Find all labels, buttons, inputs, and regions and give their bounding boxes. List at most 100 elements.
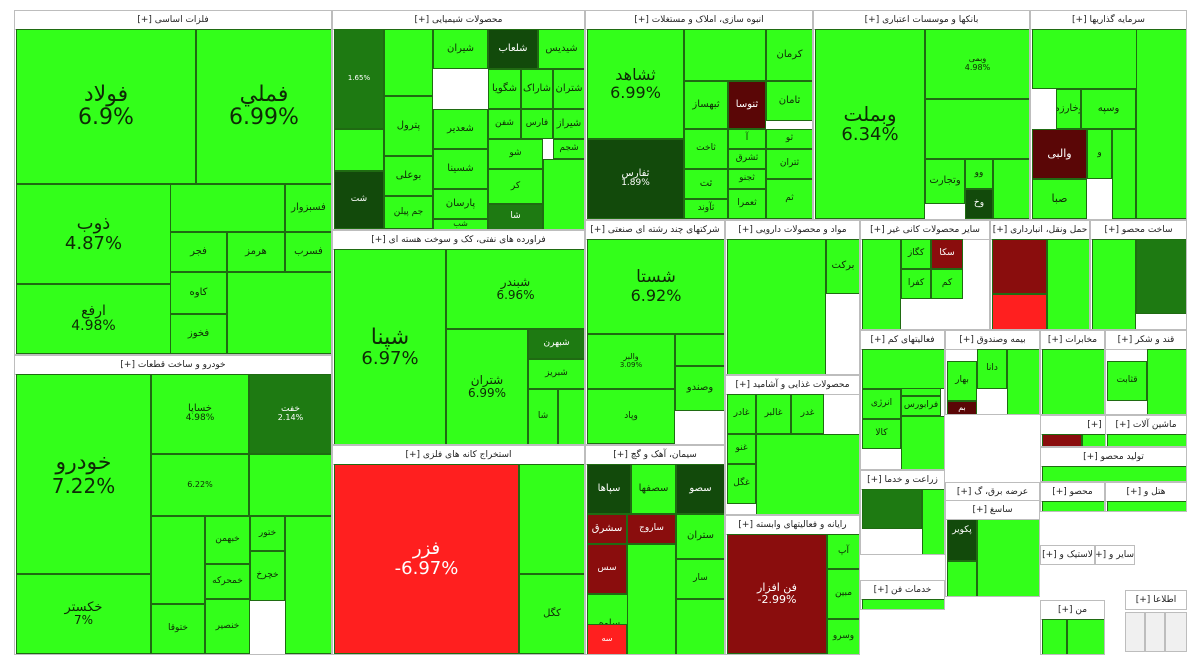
stock-tile[interactable]: سصفها: [631, 464, 676, 514]
small-tile[interactable]: [1042, 349, 1104, 414]
stock-tile[interactable]: فملي 6.99%: [196, 29, 331, 184]
small-tile[interactable]: [862, 599, 944, 609]
small-tile[interactable]: [151, 516, 205, 604]
small-tile[interactable]: [862, 239, 901, 329]
stock-tile[interactable]: سار: [676, 559, 724, 599]
sector-14[interactable]: فعالیتهای کم [+]بورسفرابورسانرژیکالا: [860, 330, 945, 470]
stock-tile[interactable]: ثامان: [766, 81, 812, 121]
stock-tile[interactable]: شسینا: [433, 149, 488, 189]
stock-tile[interactable]: شیراز: [553, 109, 584, 139]
small-tile[interactable]: [1047, 239, 1089, 329]
sector-22[interactable]: تولید محصو [+]: [1040, 447, 1187, 482]
stock-tile[interactable]: وخارزم: [1056, 89, 1081, 129]
small-tile[interactable]: [756, 434, 859, 514]
stock-tile[interactable]: کاوه: [170, 272, 227, 314]
stock-tile[interactable]: شعدیر: [433, 109, 488, 149]
sector-12[interactable]: ساخت محصو [+]: [1090, 220, 1187, 330]
sector-header[interactable]: سیمان، آهک و گچ [+]: [586, 446, 724, 465]
stock-tile[interactable]: شتران 6.99%: [446, 329, 528, 444]
stock-tile[interactable]: فسبزوار: [285, 184, 331, 232]
sector-10[interactable]: سایر محصولات کانی غیر [+] کگاز سکا کفرا کم: [860, 220, 990, 330]
stock-tile[interactable]: شفن: [488, 109, 521, 139]
stock-tile[interactable]: وصندو: [675, 366, 724, 411]
small-tile[interactable]: [684, 29, 766, 81]
small-tile[interactable]: [1107, 434, 1186, 446]
sector-header[interactable]: هتل و [+]: [1106, 483, 1186, 502]
stock-tile[interactable]: شتران: [553, 69, 584, 109]
sector-27[interactable]: هتل و [+]: [1105, 482, 1187, 512]
stock-tile[interactable]: کم: [931, 269, 963, 299]
sector-16[interactable]: مخابرات [+]: [1040, 330, 1105, 415]
sector-header[interactable]: لاستیک و [+]: [1041, 546, 1094, 564]
small-tile[interactable]: [384, 29, 433, 96]
stock-tile[interactable]: ستران: [676, 514, 724, 559]
stock-tile[interactable]: غالبر: [756, 394, 791, 434]
stock-tile[interactable]: انرژی: [862, 389, 901, 419]
sector-header[interactable]: ساخت محصو [+]: [1091, 221, 1186, 240]
sector-4[interactable]: سرمایه گذاریها [+] وسپه وخارزم والبی صبا و: [1030, 10, 1187, 220]
sector-header[interactable]: قند و شکر [+]: [1106, 331, 1186, 350]
stock-tile[interactable]: پترول: [384, 96, 433, 156]
stock-tile[interactable]: غادر: [727, 394, 756, 434]
stock-tile[interactable]: کگاز: [901, 239, 931, 269]
stock-tile[interactable]: خساپا 4.98%: [151, 374, 249, 454]
stock-tile[interactable]: شب: [433, 219, 488, 229]
stock-tile[interactable]: و: [1087, 129, 1112, 179]
stock-tile[interactable]: کرمان: [766, 29, 812, 81]
small-tile[interactable]: [227, 272, 331, 354]
sector-15[interactable]: بیمه وصندوق [+] بهار دانا بم: [945, 330, 1040, 415]
stock-tile[interactable]: مبین: [827, 569, 859, 619]
sector-0[interactable]: فلزات اساسی [+] فولاد 6.9% فملي 6.99% ذوب 4.87…: [14, 10, 332, 355]
stock-tile[interactable]: پارسان: [433, 189, 488, 219]
stock-tile[interactable]: برکت: [826, 239, 859, 294]
small-tile[interactable]: [1147, 349, 1186, 414]
stock-tile[interactable]: کالا: [862, 419, 901, 449]
small-tile[interactable]: [862, 349, 944, 389]
stock-tile[interactable]: شپنا 6.97%: [334, 249, 446, 444]
sector-header[interactable]: مواد و محصولات دارویی [+]: [726, 221, 859, 240]
stock-tile[interactable]: شا: [528, 389, 558, 444]
stock-tile[interactable]: آپ: [827, 534, 859, 569]
stock-tile[interactable]: ثو: [766, 129, 812, 149]
sector-header[interactable]: شرکتهای چند رشته ای صنعتی [+]: [586, 221, 724, 240]
stock-tile[interactable]: فجر: [170, 232, 227, 272]
stock-tile[interactable]: جم پیلن: [384, 196, 433, 229]
stock-tile[interactable]: خچرخ: [250, 551, 285, 601]
stock-tile[interactable]: 6.22%: [151, 454, 249, 516]
stock-tile[interactable]: غنو: [727, 434, 756, 464]
sector-19[interactable]: رایانه و فعالیتهای وابسته [+] فن افزار -2.…: [725, 515, 860, 655]
sector-26[interactable]: محصو [+]: [1040, 482, 1105, 512]
sector-8[interactable]: شرکتهای چند رشته ای صنعتی [+] شستا 6.92% وا…: [585, 220, 725, 445]
stock-tile[interactable]: خمحرکه: [205, 564, 250, 599]
sector-header[interactable]: من [+]: [1041, 601, 1104, 620]
stock-tile[interactable]: ثشرق: [728, 149, 766, 169]
stock-tile[interactable]: شت: [334, 171, 384, 229]
stock-tile[interactable]: بوعلی: [384, 156, 433, 196]
sector-header[interactable]: تولید محصو [+]: [1041, 448, 1186, 467]
stock-tile[interactable]: خودرو 7.22%: [16, 374, 151, 574]
small-tile[interactable]: [922, 489, 944, 554]
stock-tile[interactable]: ثفارس 1.89%: [587, 139, 684, 219]
small-tile[interactable]: [249, 454, 331, 516]
stock-tile[interactable]: شیدیس: [538, 29, 584, 69]
sector-header[interactable]: سرمایه گذاریها [+]: [1031, 11, 1186, 30]
stock-tile[interactable]: قثابت: [1107, 361, 1147, 401]
sector-3[interactable]: بانکها و موسسات اعتباری [+] وبملت 6.34% وتج…: [813, 10, 1030, 220]
stock-tile[interactable]: وسرو: [827, 619, 859, 654]
stock-tile[interactable]: فخوز: [170, 314, 227, 354]
stock-tile[interactable]: ثت: [684, 169, 728, 199]
sector-header[interactable]: محصولات شیمیایی [+]: [333, 11, 584, 30]
small-tile[interactable]: [1042, 619, 1067, 654]
stock-tile[interactable]: وو: [965, 159, 993, 189]
stock-tile[interactable]: ساروج: [627, 514, 676, 544]
stock-tile[interactable]: سه: [587, 624, 627, 654]
sector-13[interactable]: محصولات غذایی و آشامید [+] غالبر غدر غادر غن…: [725, 375, 860, 515]
stock-tile[interactable]: غگل: [727, 464, 756, 504]
stock-tile[interactable]: کر: [488, 169, 543, 204]
stock-tile[interactable]: هرمز: [227, 232, 285, 272]
small-tile[interactable]: [727, 239, 826, 374]
small-tile[interactable]: [901, 416, 944, 469]
sector-header[interactable]: رایانه و فعالیتهای وابسته [+]: [726, 516, 859, 535]
sector-header[interactable]: زراعت و خدما [+]: [861, 471, 944, 490]
sector-header[interactable]: اطلاعا [+]: [1126, 591, 1186, 609]
